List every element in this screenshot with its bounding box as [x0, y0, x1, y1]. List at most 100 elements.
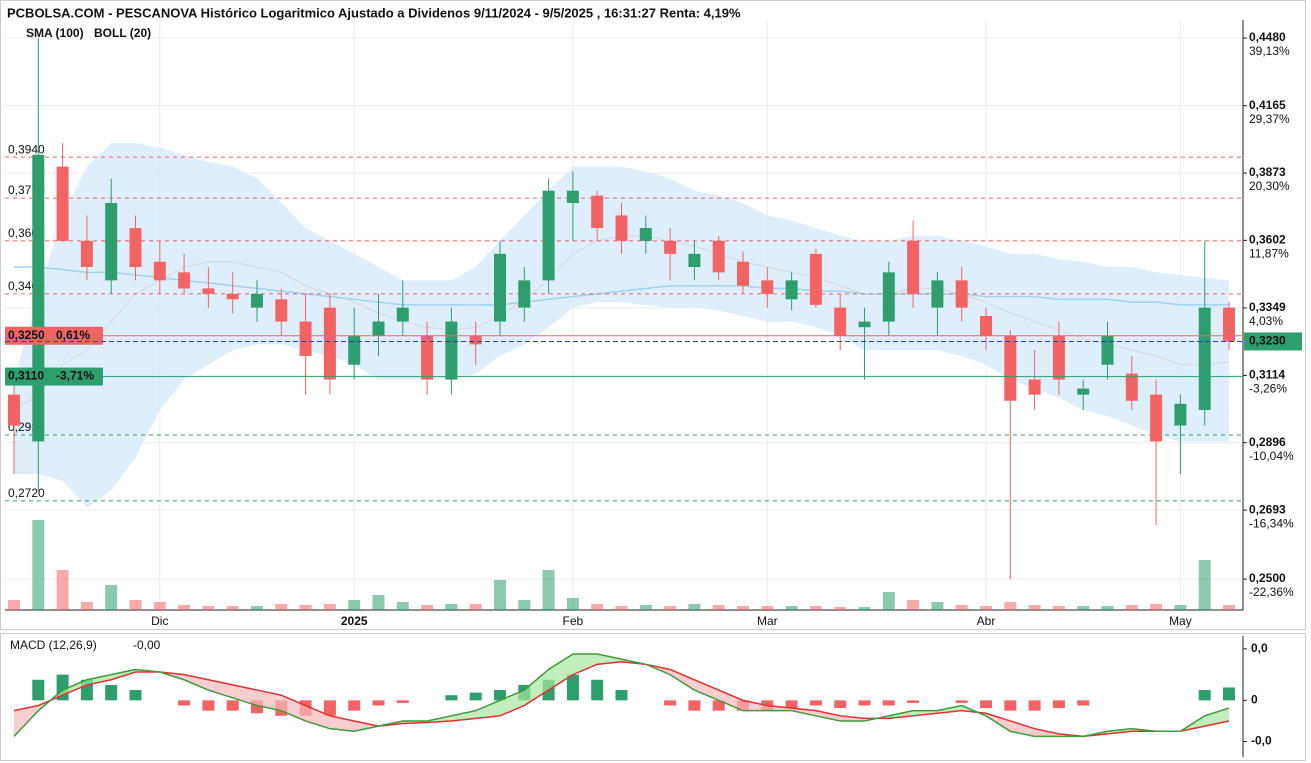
y-tick-label: 0 [1251, 693, 1258, 707]
candle-body [1101, 335, 1114, 365]
volume-bar [105, 585, 118, 610]
cross-fill [86, 674, 112, 685]
price-tag-label: 0,3250 [8, 328, 45, 342]
cross-fill [743, 700, 768, 711]
histogram-bar [980, 700, 992, 709]
macd-value: -0,00 [133, 638, 161, 652]
candle-body [275, 299, 288, 322]
candle-body [1028, 379, 1041, 395]
volume-bar [907, 600, 920, 610]
volume-bar [809, 606, 822, 610]
y-tick-label: 0,3114 [1249, 368, 1285, 382]
price-tag-label: 0,3110 [8, 369, 44, 383]
volume-bar [1174, 605, 1187, 610]
histogram-bar [178, 700, 191, 706]
candle-body [251, 293, 263, 308]
volume-bar [445, 604, 458, 610]
y-tick-change: -3,26% [1249, 382, 1287, 396]
histogram-bar [1223, 687, 1235, 701]
histogram-bar [1004, 700, 1017, 711]
volume-bar [1198, 560, 1211, 610]
cross-fill [475, 700, 500, 719]
candle-body [1077, 388, 1090, 395]
volume-bar [80, 602, 93, 610]
volume-bar [955, 605, 968, 610]
candle-body [834, 307, 847, 336]
last-price-label: 0,3230 [1249, 334, 1286, 348]
price-tag-change: -3,71% [56, 369, 94, 383]
volume-bar [1052, 606, 1065, 610]
volume-bar [834, 607, 847, 610]
volume-bar [566, 598, 579, 610]
candle-body [105, 203, 118, 281]
volume-bar [931, 602, 944, 610]
candle-body [469, 335, 482, 345]
candle-body [1052, 335, 1065, 380]
cross-fill [815, 710, 841, 721]
macd-panel-frame [0, 633, 1306, 761]
y-tick-label: 0,2500 [1249, 571, 1286, 585]
candle-body [664, 240, 677, 254]
candle-body [178, 272, 191, 289]
signal-line [13, 660, 1230, 738]
volume-bar [1150, 604, 1163, 610]
y-tick-change: 11,87% [1249, 247, 1289, 261]
histogram-bar [785, 700, 798, 709]
price-tag-bg [5, 326, 103, 345]
candle-body [639, 228, 652, 241]
candle-body [785, 280, 798, 300]
y-tick-label: 0,4165 [1249, 98, 1286, 112]
candle-body [323, 307, 336, 380]
histogram-bar [32, 679, 45, 701]
histogram-bar [591, 679, 604, 701]
histogram-bar [566, 674, 579, 701]
histogram-bar [1052, 700, 1065, 709]
y-tick-change: -16,34% [1249, 516, 1294, 530]
volume-bar [8, 600, 20, 610]
y-tick-label: 0,2896 [1249, 435, 1286, 449]
histogram-bar [105, 684, 118, 701]
y-tick-change: 20,30% [1249, 179, 1290, 193]
volume-bar [153, 602, 166, 610]
cross-fill [281, 695, 306, 721]
cross-fill [572, 654, 598, 675]
volume-bar [348, 600, 361, 610]
volume-bar [372, 595, 385, 610]
volume-bar [882, 592, 895, 610]
candle-body [1004, 335, 1017, 401]
legend-boll: BOLL (20) [94, 26, 151, 40]
candle-body [56, 166, 69, 241]
volume-bar [591, 604, 604, 610]
histogram-bar [396, 700, 409, 703]
level-label: 0,2720 [8, 486, 45, 500]
cross-fill [694, 679, 719, 701]
candle-body [615, 215, 628, 241]
candle-body [494, 253, 506, 322]
candle-body [202, 288, 215, 294]
candle-body [931, 280, 944, 308]
histogram-bar [955, 700, 968, 703]
candle-body [980, 315, 992, 336]
candle-body [809, 253, 822, 305]
candle-body [372, 321, 385, 336]
x-tick-label: Dic [151, 614, 168, 628]
histogram-bar [1077, 700, 1090, 706]
histogram-bar [834, 700, 847, 709]
volume-bar [858, 607, 871, 610]
histogram-bar [688, 700, 701, 711]
candle-body [882, 272, 895, 322]
histogram-bar [712, 700, 725, 711]
volume-bar [615, 606, 628, 610]
cross-fill [62, 679, 87, 696]
volume-bar [785, 606, 798, 610]
y-tick-change: 29,37% [1249, 112, 1290, 126]
volume-bar [980, 606, 992, 610]
histogram-bar [445, 695, 458, 701]
candle-body [1174, 403, 1187, 426]
candle-body [1150, 394, 1163, 442]
candle-body [445, 321, 458, 380]
candle-body [858, 321, 871, 328]
candle-body [421, 335, 434, 380]
level-label: 0,3940 [8, 142, 45, 156]
price-tag-bg [5, 367, 103, 386]
